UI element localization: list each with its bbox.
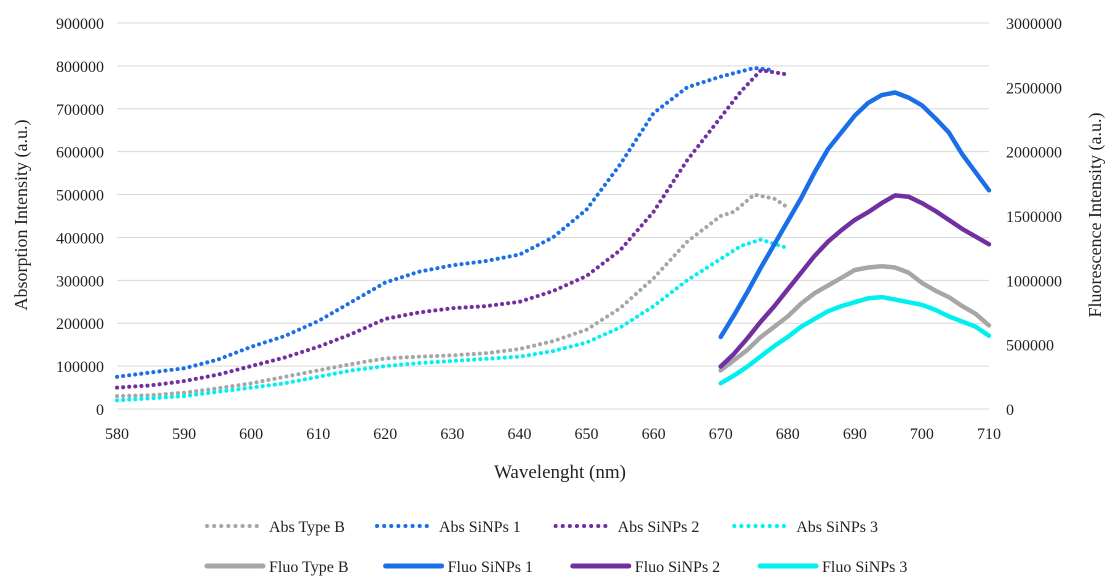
series-line-fluo-sinps-3 (718, 294, 992, 386)
gridlines (117, 22, 989, 367)
legend-item: Abs SiNPs 2 (553, 519, 700, 536)
legend-label: Abs SiNPs 1 (439, 519, 521, 536)
y-right-tick-label: 500000 (1006, 338, 1054, 355)
y-right-tick-label: 2000000 (1006, 145, 1062, 162)
x-tick-label: 650 (575, 426, 599, 443)
series-line-fluo-type-b (718, 263, 992, 373)
y-left-tick-label: 600000 (56, 145, 104, 162)
x-tick-label: 640 (507, 426, 531, 443)
legend-item: Abs Type B (205, 519, 345, 536)
series-line-abs-sinps-1 (115, 66, 777, 379)
y-left-tick-label: 200000 (56, 316, 104, 333)
x-tick-label: 600 (239, 426, 263, 443)
x-tick-label: 660 (642, 426, 666, 443)
y-right-tick-label: 1000000 (1006, 273, 1062, 290)
y-left-tick-label: 300000 (56, 273, 104, 290)
x-tick-label: 630 (440, 426, 464, 443)
legend-label: Fluo SiNPs 2 (635, 559, 720, 576)
x-tick-label: 710 (977, 426, 1001, 443)
legend: Abs Type B Abs SiNPs 1 Abs SiNPs 2 Abs SiNP… (204, 519, 907, 576)
legend-label: Fluo SiNPs 1 (448, 559, 533, 576)
x-tick-label: 590 (172, 426, 196, 443)
y-right-tick-label: 3000000 (1006, 16, 1062, 33)
y-left-tick-label: 900000 (56, 16, 104, 33)
series-line-abs-sinps-2 (115, 68, 790, 390)
legend-item: Fluo Type B (204, 559, 348, 576)
x-tick-label: 670 (709, 426, 733, 443)
x-tick-label: 620 (373, 426, 397, 443)
axes: 0 100000 200000 300000 400000 500000 600000 700… (56, 16, 1062, 443)
x-axis-label: Wavelenght (nm) (494, 462, 626, 483)
x-tick-label: 580 (105, 426, 129, 443)
series-line-abs-type-b (115, 192, 790, 399)
data-series (115, 66, 992, 403)
x-tick-label: 680 (776, 426, 800, 443)
series-line-abs-sinps-3 (115, 237, 790, 403)
legend-label: Abs SiNPs 2 (618, 519, 700, 536)
series-line-fluo-sinps-1 (718, 90, 992, 340)
series-line-fluo-sinps-2 (718, 193, 992, 369)
y-left-tick-label: 400000 (56, 230, 104, 247)
y-left-tick-label: 0 (96, 402, 104, 419)
x-tick-label: 700 (910, 426, 934, 443)
y-right-tick-label: 0 (1006, 402, 1014, 419)
y-left-tick-label: 100000 (56, 359, 104, 376)
x-tick-label: 690 (843, 426, 867, 443)
y-left-tick-label: 500000 (56, 188, 104, 205)
legend-label: Abs SiNPs 3 (796, 519, 878, 536)
y-right-tick-label: 1500000 (1006, 209, 1062, 226)
y-left-tick-label: 800000 (56, 59, 104, 76)
legend-item: Fluo SiNPs 1 (383, 559, 533, 576)
x-tick-label: 610 (306, 426, 330, 443)
legend-label: Abs Type B (269, 519, 345, 536)
legend-item: Fluo SiNPs 2 (570, 559, 720, 576)
legend-label: Fluo Type B (269, 559, 348, 576)
y-axis-right-label: Fluorescence Intensity (a.u.) (1085, 113, 1106, 318)
legend-item: Fluo SiNPs 3 (757, 559, 907, 576)
legend-item: Abs SiNPs 1 (375, 519, 521, 536)
legend-item: Abs SiNPs 3 (732, 519, 878, 536)
y-left-tick-label: 700000 (56, 102, 104, 119)
y-right-tick-label: 2500000 (1006, 80, 1062, 97)
legend-label: Fluo SiNPs 3 (822, 559, 907, 576)
y-axis-left-label: Absorption Intensity (a.u.) (11, 120, 32, 311)
